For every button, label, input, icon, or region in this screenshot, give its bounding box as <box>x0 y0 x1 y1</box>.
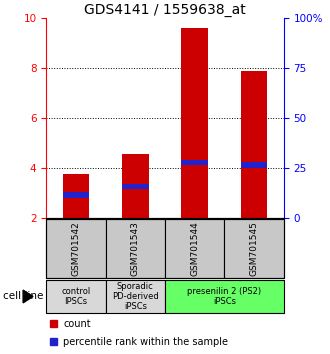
Bar <box>182 160 208 165</box>
Bar <box>241 72 268 218</box>
Bar <box>122 154 149 218</box>
Bar <box>46 280 106 313</box>
Text: GSM701545: GSM701545 <box>249 221 259 276</box>
Text: GSM701543: GSM701543 <box>131 221 140 276</box>
Text: control
IPSCs: control IPSCs <box>61 287 90 306</box>
Bar <box>50 338 57 345</box>
Bar <box>50 320 57 327</box>
Text: presenilin 2 (PS2)
iPSCs: presenilin 2 (PS2) iPSCs <box>187 287 261 306</box>
Bar <box>106 219 165 278</box>
Text: count: count <box>63 319 91 329</box>
Bar <box>182 28 208 218</box>
Bar <box>224 219 284 278</box>
Bar <box>63 193 89 198</box>
Bar <box>122 184 149 189</box>
Bar <box>46 219 106 278</box>
Title: GDS4141 / 1559638_at: GDS4141 / 1559638_at <box>84 3 246 17</box>
Bar <box>165 219 224 278</box>
Text: percentile rank within the sample: percentile rank within the sample <box>63 337 228 347</box>
Text: GSM701544: GSM701544 <box>190 221 199 276</box>
Polygon shape <box>23 290 33 303</box>
Bar <box>63 174 89 218</box>
Text: cell line: cell line <box>3 291 44 302</box>
Text: GSM701542: GSM701542 <box>71 221 81 276</box>
Text: Sporadic
PD-derived
iPSCs: Sporadic PD-derived iPSCs <box>112 281 159 312</box>
Bar <box>165 280 284 313</box>
Bar <box>241 162 268 168</box>
Bar <box>106 280 165 313</box>
